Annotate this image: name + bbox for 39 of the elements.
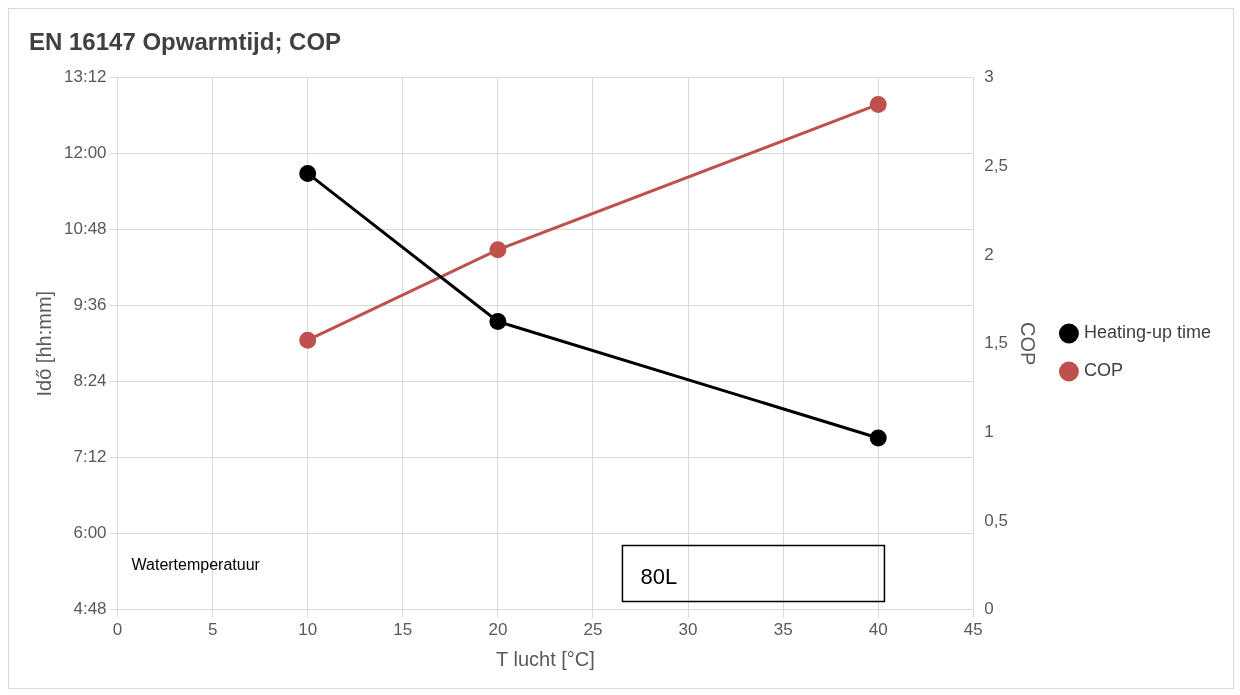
point <box>299 164 317 182</box>
y2-tick-label: 1,5 <box>984 333 1008 353</box>
y-tick-label: 12:00 <box>63 143 107 163</box>
x-tick-label: 15 <box>393 620 413 640</box>
y-tick-label: 9:36 <box>73 295 107 315</box>
y-tick-label: 4:48 <box>73 599 107 619</box>
y2-tick-label: 0,5 <box>984 510 1008 530</box>
annotation: 80L <box>640 563 678 589</box>
annotation: Watertemperatuur <box>131 555 261 573</box>
point <box>299 331 317 349</box>
point <box>869 95 887 113</box>
x-tick-label: 10 <box>298 620 318 640</box>
y2-tick-label: 3 <box>984 67 994 87</box>
point <box>489 313 507 331</box>
y2-tick-label: 1 <box>984 422 994 442</box>
y2-tick-label: 2,5 <box>984 156 1008 176</box>
y2-tick-label: 0 <box>984 599 994 619</box>
x-tick-label: 0 <box>112 620 123 640</box>
y2-axis-title: COP <box>1017 322 1040 366</box>
x-tick-label: 25 <box>583 620 603 640</box>
y2-tick-label: 2 <box>984 244 994 264</box>
legend-label: COP <box>1083 360 1123 381</box>
x-tick-label: 45 <box>963 620 983 640</box>
y-tick-label: 13:12 <box>63 67 107 87</box>
chart-title: EN 16147 Opwarmtijd; COP <box>29 28 342 56</box>
y-tick-label: 8:24 <box>73 371 107 391</box>
legend-label: Heating-up time <box>1083 322 1212 343</box>
y-tick-label: 7:12 <box>73 447 107 467</box>
x-tick-label: 5 <box>207 620 218 640</box>
x-tick-label: 40 <box>868 620 888 640</box>
y-tick-label: 6:00 <box>73 523 107 543</box>
x-tick-label: 35 <box>773 620 793 640</box>
x-tick-label: 30 <box>678 620 698 640</box>
y-axis-title: Idő [hh:mm] <box>32 290 55 397</box>
point <box>869 429 887 447</box>
point <box>489 241 507 259</box>
y-tick-label: 10:48 <box>63 219 107 239</box>
x-tick-label: 20 <box>488 620 508 640</box>
x-axis-title: T lucht [°C] <box>496 647 595 670</box>
